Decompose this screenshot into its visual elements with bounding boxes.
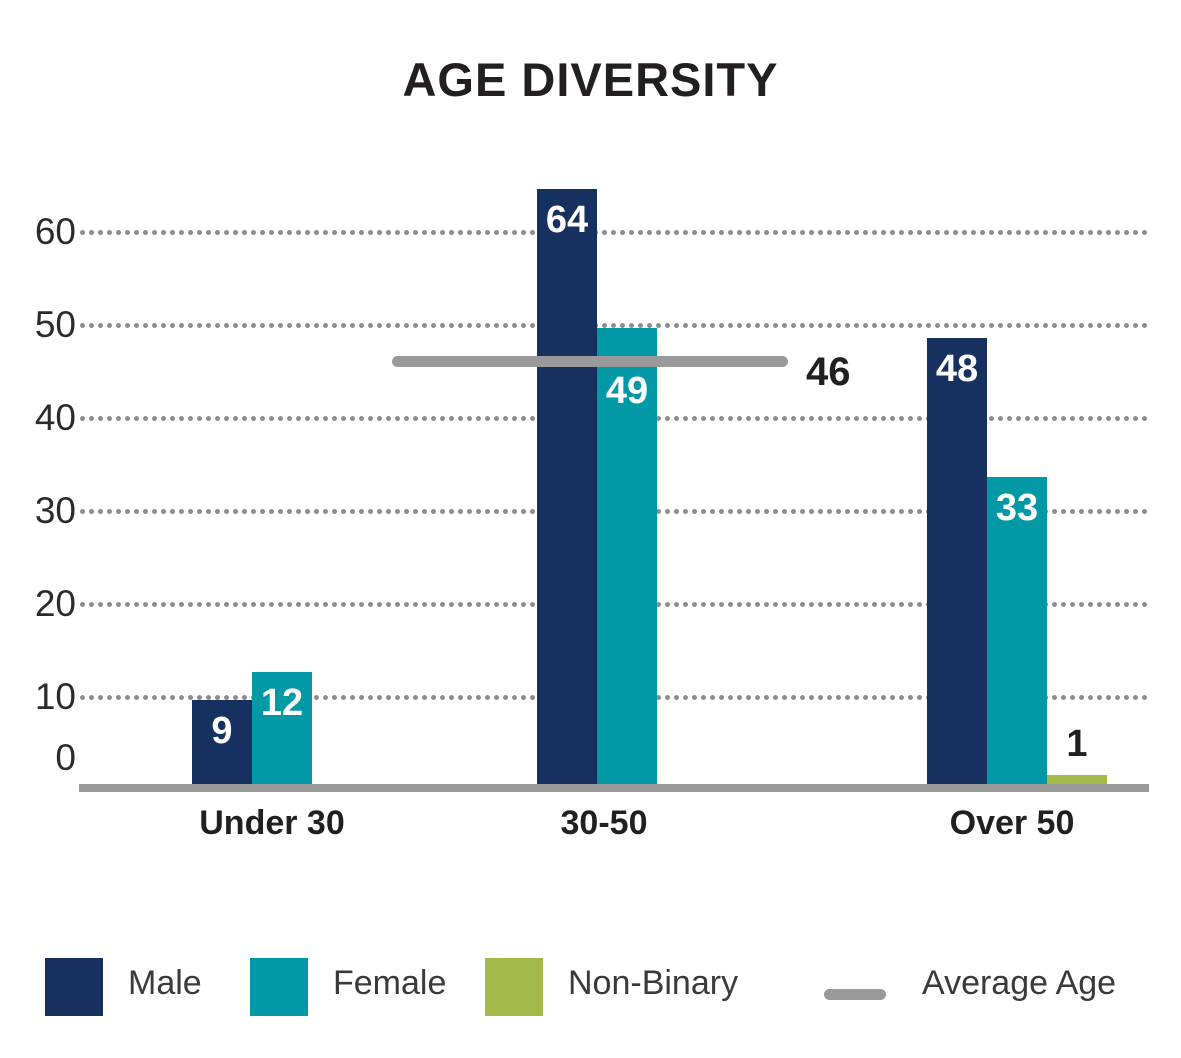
legend-label-average-age: Average Age [922, 964, 1117, 1002]
category-label-30-50: 30-50 [560, 804, 648, 842]
y-tick-label-0: 0 [55, 737, 76, 778]
bar-non-binary-over-50-value: 1 [1066, 722, 1088, 765]
gridline-50 [78, 323, 1150, 328]
y-tick-label-60: 60 [34, 211, 76, 252]
y-tick-label-20: 20 [34, 583, 76, 624]
bar-female-30-50 [597, 328, 657, 784]
legend-swatch-male [45, 958, 103, 1016]
category-label-under-30: Under 30 [199, 804, 345, 842]
average-age-value-label: 46 [806, 350, 851, 394]
legend-swatch-female [250, 958, 308, 1016]
bar-female-under-30-value: 12 [260, 682, 304, 725]
bar-female-over-50-value: 33 [995, 487, 1039, 530]
bar-male-under-30-value: 9 [211, 710, 233, 753]
legend-label-non-binary: Non-Binary [568, 964, 739, 1002]
y-tick-label-40: 40 [34, 397, 76, 438]
gridline-60 [78, 230, 1150, 235]
average-age-line [392, 356, 788, 367]
bar-male-over-50-value: 48 [935, 347, 979, 390]
y-tick-label-10: 10 [34, 676, 76, 717]
chart-title: AGE DIVERSITY [402, 53, 779, 106]
legend-swatch-non-binary [485, 958, 543, 1016]
legend-label-male: Male [128, 964, 202, 1002]
y-tick-label-30: 30 [34, 490, 76, 531]
bar-male-under-30 [192, 700, 252, 784]
bar-male-over-50 [927, 337, 987, 784]
legend-swatch-average-age [824, 989, 886, 1000]
bar-male-30-50-value: 64 [545, 198, 589, 241]
category-label-over-50: Over 50 [949, 804, 1075, 842]
x-axis-line [79, 784, 1149, 792]
bar-female-under-30 [252, 672, 312, 784]
bar-non-binary-over-50 [1047, 774, 1107, 784]
bar-female-over-50 [987, 477, 1047, 784]
legend-label-female: Female [333, 964, 447, 1002]
bar-male-30-50 [537, 188, 597, 784]
y-tick-label-50: 50 [34, 304, 76, 345]
bar-female-30-50-value: 49 [605, 370, 649, 412]
